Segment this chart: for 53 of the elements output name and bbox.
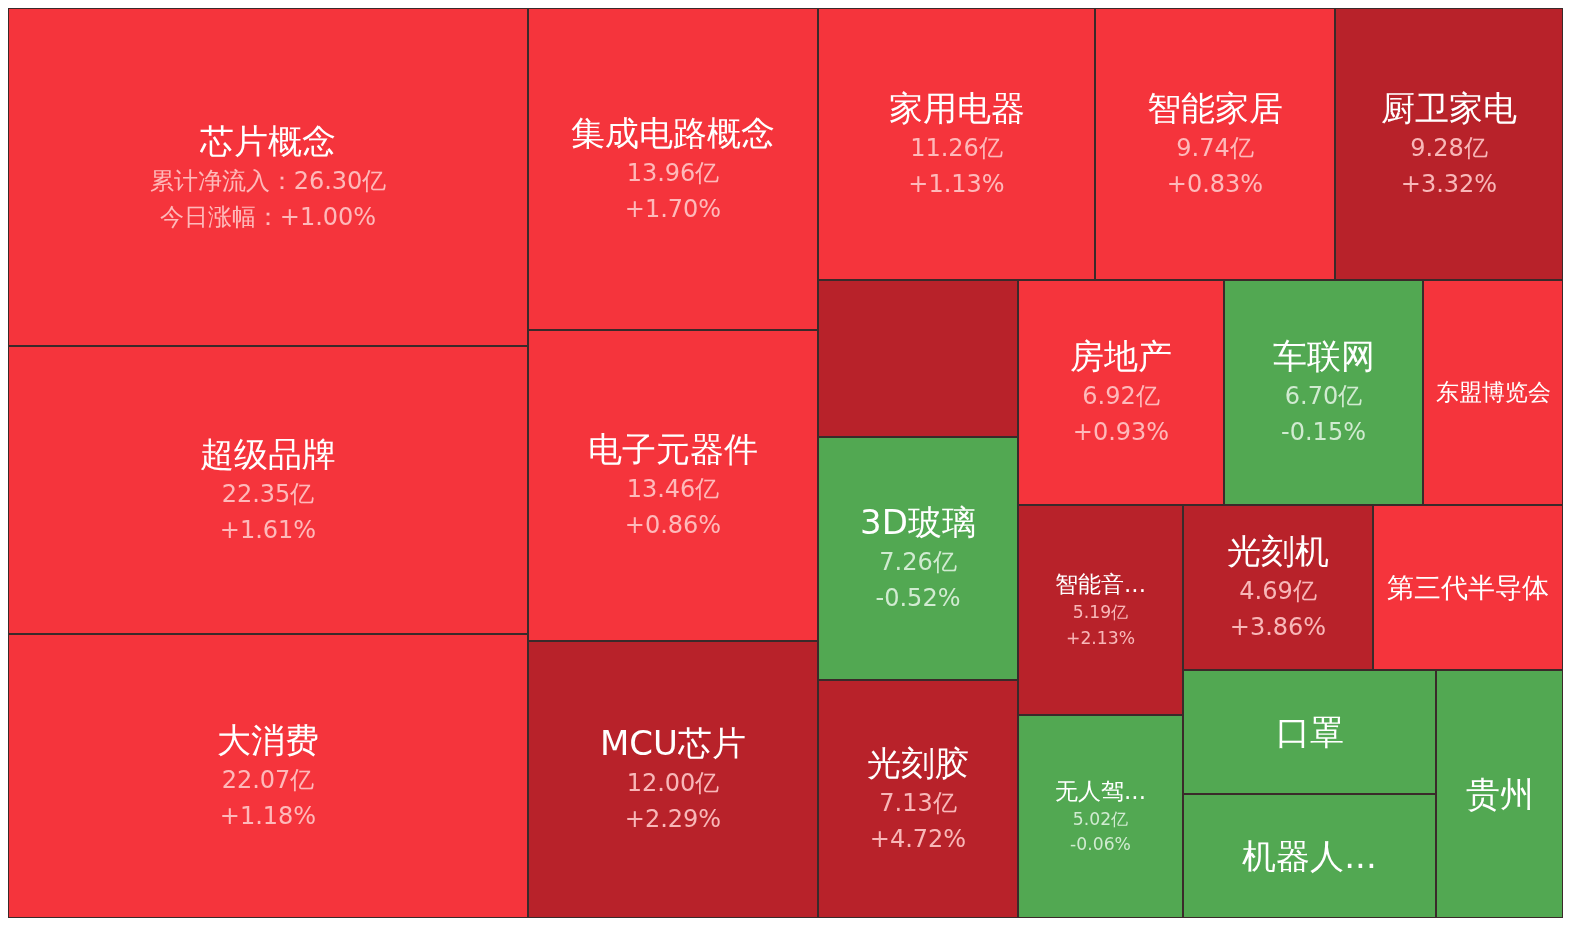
category-label: 光刻机 bbox=[1227, 531, 1329, 572]
data-label: 22.07亿 bbox=[221, 765, 315, 794]
data-label: +2.29% bbox=[624, 805, 722, 834]
data-label: 4.69亿 bbox=[1239, 577, 1317, 606]
data-label: 6.92亿 bbox=[1082, 382, 1160, 411]
data-label: -0.06% bbox=[1070, 834, 1131, 855]
category-label: 光刻胶 bbox=[867, 742, 969, 783]
category-label: 机器人... bbox=[1242, 835, 1377, 876]
data-label: 22.35亿 bbox=[221, 479, 315, 508]
data-label: 今日涨幅：+1.00% bbox=[159, 202, 377, 231]
data-label: 9.74亿 bbox=[1176, 133, 1254, 162]
category-label: 无人驾... bbox=[1055, 777, 1146, 804]
data-label: 7.13亿 bbox=[879, 788, 957, 817]
data-label: +0.93% bbox=[1072, 418, 1170, 447]
data-label: +4.72% bbox=[869, 824, 967, 853]
category-label: 东盟博览会 bbox=[1435, 379, 1551, 406]
category-label: 超级品牌 bbox=[200, 433, 336, 474]
category-label: 房地产 bbox=[1070, 336, 1172, 377]
category-label: 口罩 bbox=[1275, 711, 1344, 752]
data-label: 5.19亿 bbox=[1072, 602, 1129, 623]
category-label: 3D玻璃 bbox=[860, 502, 976, 543]
data-label: +3.86% bbox=[1229, 613, 1327, 642]
data-label: +1.18% bbox=[219, 801, 317, 830]
data-label: +2.13% bbox=[1065, 627, 1136, 648]
data-label: -0.15% bbox=[1281, 418, 1366, 447]
data-label: 13.46亿 bbox=[626, 475, 720, 504]
category-label: MCU芯片 bbox=[600, 723, 746, 764]
data-label: +3.32% bbox=[1400, 169, 1498, 198]
category-label: 芯片概念 bbox=[199, 120, 336, 161]
category-label: 贵州 bbox=[1465, 773, 1534, 814]
category-label: 电子元器件 bbox=[588, 429, 758, 470]
category-label: 智能家居 bbox=[1147, 87, 1283, 128]
category-label: 大消费 bbox=[217, 719, 319, 760]
category-label: 智能音... bbox=[1055, 571, 1146, 598]
category-label: 集成电路概念 bbox=[571, 112, 775, 153]
category-label: 车联网 bbox=[1272, 336, 1375, 377]
category-label: 第三代半导体 bbox=[1387, 571, 1549, 603]
data-label: +0.86% bbox=[624, 511, 722, 540]
category-label: 家用电器 bbox=[888, 87, 1025, 128]
data-label: +1.13% bbox=[908, 169, 1005, 198]
data-label: -0.52% bbox=[875, 584, 961, 613]
data-label: 13.96亿 bbox=[626, 158, 720, 187]
data-label: 累计净流入：26.30亿 bbox=[149, 166, 387, 195]
data-label: +1.61% bbox=[219, 515, 317, 544]
data-label: 11.26亿 bbox=[910, 133, 1003, 162]
data-label: +0.83% bbox=[1166, 169, 1264, 198]
data-label: 7.26亿 bbox=[879, 548, 957, 577]
data-label: +1.70% bbox=[624, 194, 722, 223]
data-label: 5.02亿 bbox=[1072, 808, 1129, 829]
category-label: 厨卫家电 bbox=[1381, 87, 1517, 128]
data-label: 9.28亿 bbox=[1410, 133, 1488, 162]
data-label: 12.00亿 bbox=[626, 769, 720, 798]
data-label: 6.70亿 bbox=[1284, 382, 1363, 411]
